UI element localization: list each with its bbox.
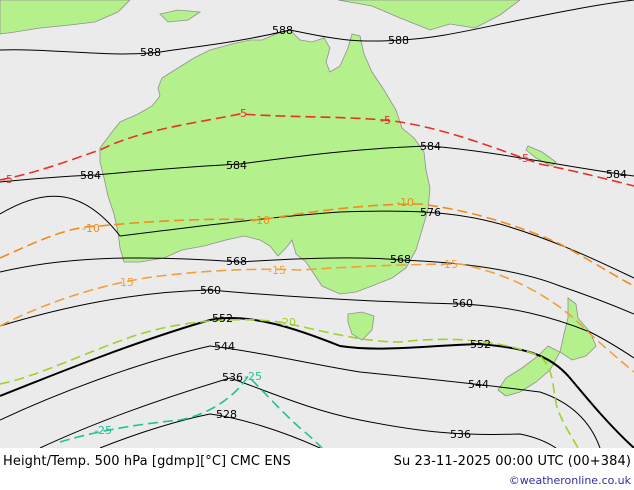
temp-label: -5 bbox=[518, 152, 529, 165]
temp-label: -5 bbox=[236, 107, 247, 120]
height-labels: 588 588 588 584 584 584 584 576 568 568 … bbox=[80, 24, 627, 441]
temp-label: -10 bbox=[82, 222, 100, 235]
temp-label: -25 bbox=[94, 424, 112, 437]
contour-552 bbox=[0, 317, 634, 448]
height-label: 588 bbox=[140, 46, 161, 59]
height-label: 588 bbox=[272, 24, 293, 37]
height-label: 560 bbox=[452, 297, 473, 310]
temp-minus20 bbox=[0, 318, 579, 448]
height-label: 584 bbox=[226, 159, 247, 172]
height-label: 536 bbox=[450, 428, 471, 441]
weather-map: 588 588 588 584 584 584 584 576 568 568 … bbox=[0, 0, 634, 448]
contour-536 bbox=[39, 377, 557, 448]
contour-576 bbox=[0, 195, 634, 279]
contour-584 bbox=[0, 145, 634, 183]
land-new-guinea bbox=[337, 0, 521, 31]
height-label: 528 bbox=[216, 408, 237, 421]
height-label: 560 bbox=[200, 284, 221, 297]
map-canvas: 588 588 588 584 584 584 584 576 568 568 … bbox=[0, 0, 634, 448]
contour-544 bbox=[0, 345, 601, 448]
height-label: 576 bbox=[420, 206, 441, 219]
height-label: 584 bbox=[606, 168, 627, 181]
temp-labels: -5 -5 -5 -5 -10 -10 -10 -15 -15 -15 -20 … bbox=[2, 107, 529, 437]
map-title: Height/Temp. 500 hPa [gdmp][°C] CMC ENS bbox=[3, 454, 291, 469]
credit-link[interactable]: ©weatheronline.co.uk bbox=[508, 474, 631, 487]
height-label: 584 bbox=[420, 140, 441, 153]
height-label: 544 bbox=[214, 340, 235, 353]
height-label: 568 bbox=[390, 253, 411, 266]
valid-time: Su 23-11-2025 00:00 UTC (00+384) bbox=[393, 454, 631, 469]
land-indonesia bbox=[0, 0, 131, 35]
temp-label: -10 bbox=[252, 214, 270, 227]
map-footer: Height/Temp. 500 hPa [gdmp][°C] CMC ENS … bbox=[0, 448, 634, 490]
height-contours bbox=[0, 0, 634, 448]
land-new-caledonia bbox=[525, 145, 557, 167]
temp-minus10 bbox=[0, 203, 634, 287]
temp-contours bbox=[0, 113, 634, 448]
height-label: 536 bbox=[222, 371, 243, 384]
height-label: 552 bbox=[470, 338, 491, 351]
temp-label: -15 bbox=[268, 264, 286, 277]
contour-588 bbox=[0, 0, 634, 55]
height-label: 552 bbox=[212, 312, 233, 325]
temp-label: -20 bbox=[278, 316, 296, 329]
contour-528 bbox=[99, 413, 321, 448]
temp-label: -10 bbox=[396, 196, 414, 209]
land-tasmania bbox=[347, 311, 375, 341]
temp-label: -5 bbox=[2, 173, 13, 186]
temp-label: -15 bbox=[440, 258, 458, 271]
temp-label: -25 bbox=[244, 370, 262, 383]
height-label: 568 bbox=[226, 255, 247, 268]
temp-label: -15 bbox=[116, 276, 134, 289]
temp-label: -5 bbox=[380, 114, 391, 127]
height-label: 588 bbox=[388, 34, 409, 47]
temp-minus15 bbox=[0, 263, 634, 373]
height-label: 584 bbox=[80, 169, 101, 182]
contour-568 bbox=[0, 257, 634, 315]
height-label: 544 bbox=[468, 378, 489, 391]
temp-minus5 bbox=[0, 113, 634, 187]
contour-560 bbox=[0, 289, 634, 359]
land-timor bbox=[159, 9, 202, 23]
